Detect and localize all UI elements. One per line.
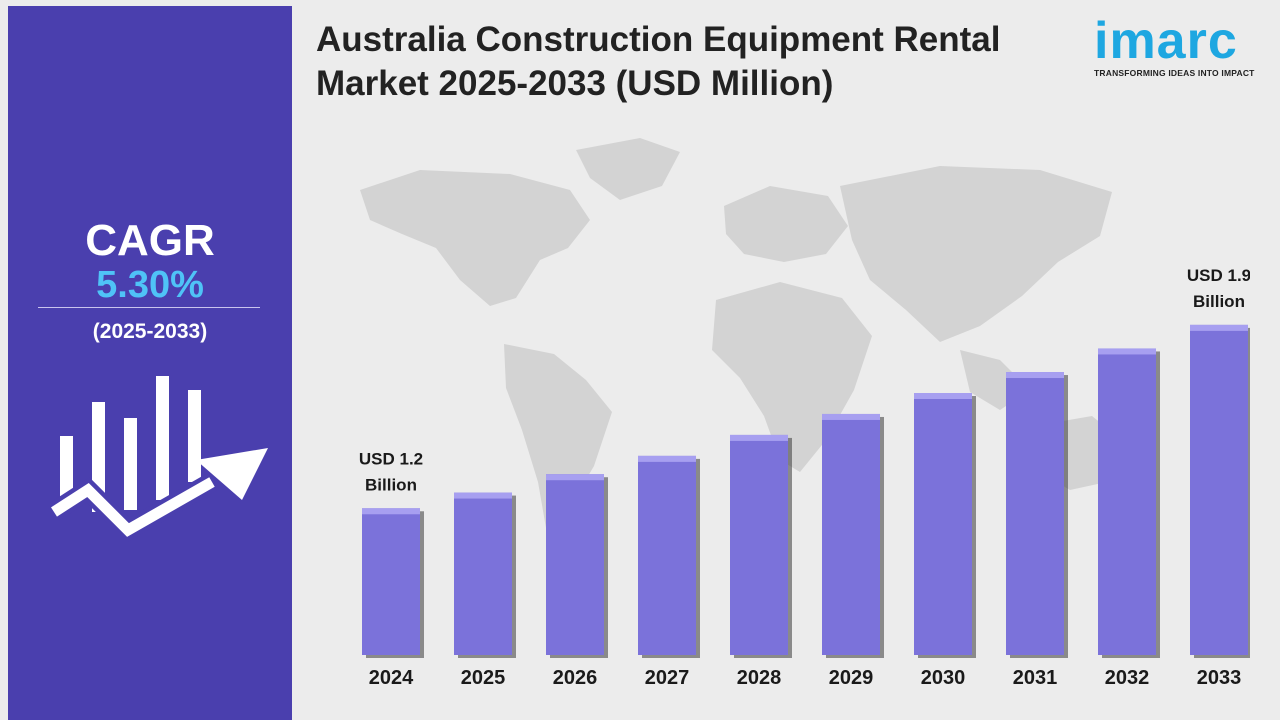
- sidebar-panel: CAGR 5.30% (2025-2033): [8, 6, 292, 720]
- x-tick-label-2025: 2025: [461, 667, 506, 689]
- data-label-2033: USD 1.9 Billion: [1187, 266, 1250, 311]
- cagr-label: CAGR: [85, 216, 215, 265]
- bar-2025: [454, 492, 512, 655]
- data-label-line1-2033: USD 1.9: [1187, 266, 1250, 285]
- bar-top-2026: [546, 474, 604, 481]
- cagr-period: (2025-2033): [92, 320, 208, 343]
- title-line-1: Australia Construction Equipment Rental: [316, 20, 1001, 59]
- bar-top-2028: [730, 434, 788, 441]
- bar-2029: [822, 413, 880, 655]
- bar-2031: [1006, 372, 1064, 655]
- bar-top-2024: [362, 508, 420, 515]
- data-label-line1-2024: USD 1.2: [359, 449, 423, 468]
- x-tick-label-2026: 2026: [553, 667, 598, 689]
- page-title: Australia Construction Equipment Rental …: [316, 18, 1076, 106]
- title-line-2: Market 2025-2033 (USD Million): [316, 64, 834, 103]
- bar-2033: [1190, 324, 1248, 655]
- bar-2024: [362, 508, 420, 655]
- bar-top-2030: [914, 393, 972, 399]
- x-tick-label-2031: 2031: [1013, 667, 1058, 689]
- bar-top-2025: [454, 492, 512, 499]
- bar-chart: 2024 2025 2026 2027 2028 2029 2030 2031 2032 2033…: [359, 266, 1250, 689]
- bar-2027: [638, 455, 696, 655]
- bar-top-2029: [822, 413, 880, 420]
- x-tick-label-2024: 2024: [369, 667, 414, 689]
- data-label-2024: USD 1.2 Billion: [359, 449, 423, 494]
- data-label-line2-2033: Billion: [1193, 292, 1245, 311]
- bar-2030: [914, 393, 972, 655]
- cagr-value: 5.30%: [96, 264, 204, 306]
- x-tick-label-2030: 2030: [921, 667, 966, 689]
- x-tick-label-2029: 2029: [829, 667, 874, 689]
- cagr-divider: [38, 307, 260, 308]
- bar-2026: [546, 474, 604, 655]
- x-tick-label-2032: 2032: [1105, 667, 1150, 689]
- logo-wordmark: imarc: [1094, 12, 1238, 70]
- bar-top-2031: [1006, 372, 1064, 379]
- logo-tagline: TRANSFORMING IDEAS INTO IMPACT: [1094, 68, 1255, 78]
- imarc-logo: imarc TRANSFORMING IDEAS INTO IMPACT: [1094, 14, 1266, 78]
- x-tick-label-2033: 2033: [1197, 667, 1242, 689]
- bar-top-2027: [638, 455, 696, 462]
- bar-2028: [730, 434, 788, 655]
- bar-top-2033: [1190, 324, 1248, 331]
- growth-chart-arrow-icon: [48, 376, 268, 542]
- x-tick-label-2027: 2027: [645, 667, 690, 689]
- bar-2032: [1098, 348, 1156, 655]
- bar-top-2032: [1098, 348, 1156, 355]
- data-label-line2-2024: Billion: [365, 475, 417, 494]
- x-tick-label-2028: 2028: [737, 667, 782, 689]
